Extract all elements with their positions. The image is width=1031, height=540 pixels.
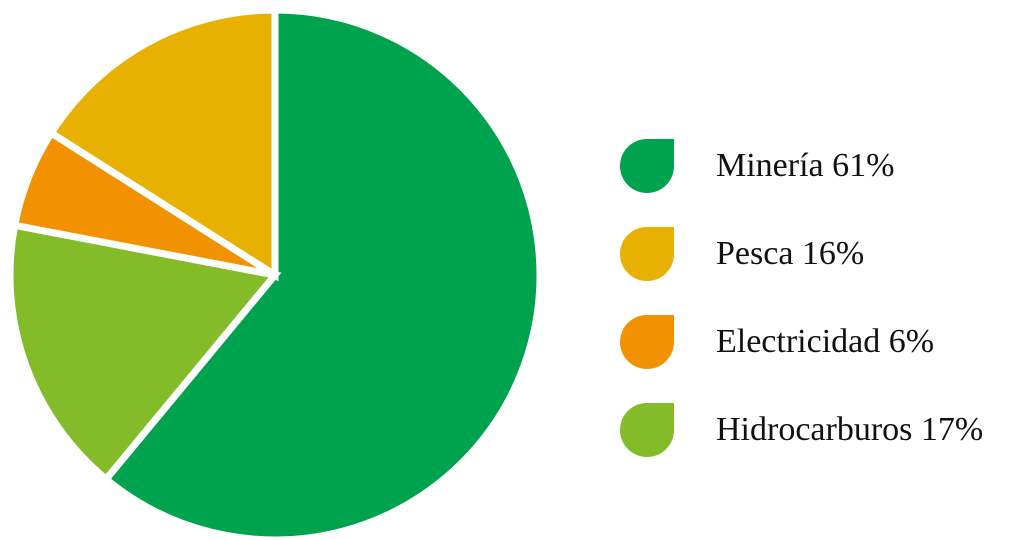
pie-slice-pesca — [46, 6, 279, 282]
legend-item-pesca: Pesca 16% — [620, 210, 1031, 298]
legend-label-mineria: Minería 61% — [716, 147, 895, 184]
legend-item-hidrocarburos: Hidrocarburos 17% — [620, 386, 1031, 474]
pie-plot-area — [6, 6, 544, 540]
legend-item-mineria: Minería 61% — [620, 122, 1031, 210]
legend-swatch-hidrocarburos — [620, 403, 674, 457]
legend-item-electricidad: Electricidad 6% — [620, 298, 1031, 386]
legend-label-electricidad: Electricidad 6% — [716, 323, 935, 360]
legend-label-hidrocarburos: Hidrocarburos 17% — [716, 411, 984, 448]
legend-swatch-pesca — [620, 227, 674, 281]
chart-legend: Minería 61% Pesca 16% Electricidad 6% Hi… — [620, 122, 1031, 474]
legend-swatch-electricidad — [620, 315, 674, 369]
legend-swatch-mineria — [620, 139, 674, 193]
legend-label-pesca: Pesca 16% — [716, 235, 865, 272]
pie-slice-hidrocarburos — [6, 221, 282, 485]
pie-slice-mineria — [101, 6, 544, 540]
